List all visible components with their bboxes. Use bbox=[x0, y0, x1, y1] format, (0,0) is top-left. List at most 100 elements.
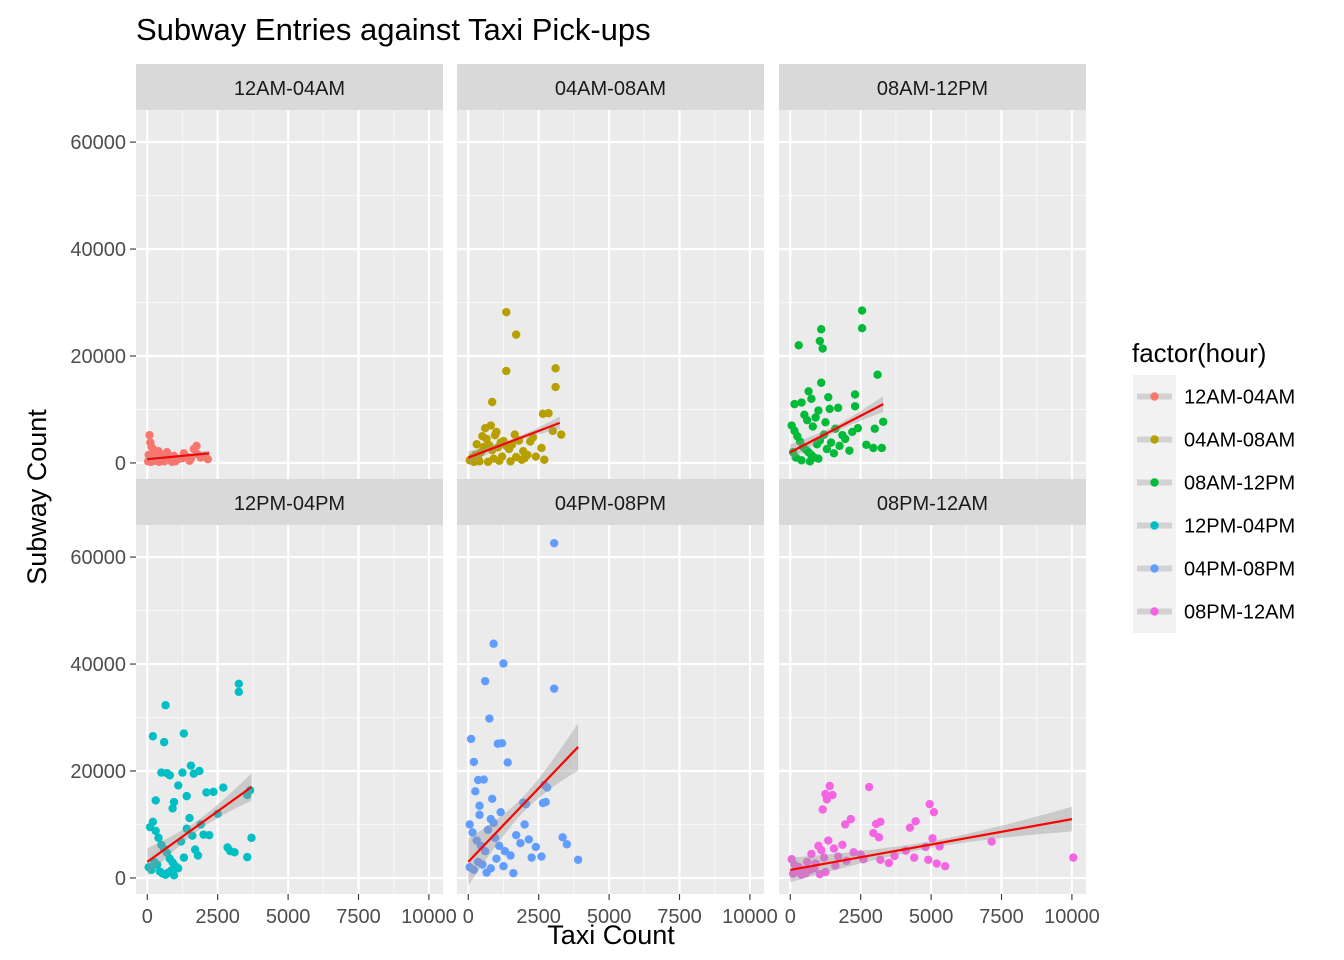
data-point bbox=[821, 418, 830, 427]
data-point bbox=[190, 845, 200, 854]
regression-line bbox=[467, 421, 561, 459]
data-point bbox=[925, 799, 934, 809]
data-point bbox=[506, 851, 515, 860]
data-point bbox=[829, 844, 839, 853]
data-point bbox=[573, 855, 583, 864]
data-point bbox=[179, 729, 189, 738]
legend-key-point bbox=[1150, 607, 1159, 616]
data-point bbox=[516, 838, 525, 848]
panel-background bbox=[779, 110, 1086, 479]
data-point bbox=[817, 325, 826, 334]
data-point bbox=[469, 865, 479, 875]
facet-strip-label: 08PM-12AM bbox=[877, 493, 988, 515]
legend-entry: 04PM-08PM bbox=[1133, 547, 1295, 590]
data-point bbox=[557, 430, 566, 439]
data-point bbox=[531, 842, 541, 852]
data-point bbox=[223, 843, 232, 852]
legend-entry: 12PM-04PM bbox=[1133, 504, 1295, 547]
data-point bbox=[486, 421, 495, 430]
data-point bbox=[169, 797, 179, 807]
data-point bbox=[870, 424, 879, 433]
data-point bbox=[794, 341, 803, 350]
legend-entry: 12AM-04AM bbox=[1133, 375, 1295, 418]
legend-label: 08PM-12AM bbox=[1184, 602, 1295, 624]
data-point bbox=[548, 426, 557, 436]
legend-key-point bbox=[1150, 564, 1159, 573]
data-point bbox=[814, 454, 823, 463]
y-tick-label: 0 bbox=[115, 453, 126, 475]
data-point bbox=[905, 823, 915, 832]
data-point bbox=[489, 639, 498, 648]
data-point bbox=[521, 799, 531, 809]
data-point bbox=[145, 430, 154, 440]
data-point bbox=[911, 817, 920, 826]
data-point bbox=[475, 801, 484, 810]
regression-line bbox=[467, 746, 579, 863]
data-point bbox=[869, 443, 878, 453]
data-point bbox=[818, 344, 827, 353]
facet-panel-3: 08AM-12PM bbox=[779, 64, 1086, 479]
data-point bbox=[814, 406, 823, 415]
x-tick-label: 7500 bbox=[979, 906, 1024, 928]
data-point bbox=[465, 820, 474, 829]
data-point bbox=[831, 861, 840, 870]
data-point bbox=[526, 437, 535, 446]
data-point bbox=[152, 860, 162, 869]
data-point bbox=[840, 820, 850, 829]
facet-strip bbox=[779, 479, 1086, 525]
x-tick-label: 5000 bbox=[909, 906, 954, 928]
data-point bbox=[833, 852, 843, 861]
data-point bbox=[499, 861, 508, 871]
data-point bbox=[877, 443, 887, 453]
x-tick-label: 10000 bbox=[401, 906, 457, 928]
data-point bbox=[551, 382, 560, 392]
legend-entry: 08PM-12AM bbox=[1133, 590, 1295, 633]
data-point bbox=[845, 446, 854, 455]
facet-strip-label: 04PM-08PM bbox=[555, 493, 666, 515]
data-point bbox=[850, 390, 860, 399]
facet-strip-label: 12AM-04AM bbox=[234, 78, 345, 100]
data-point bbox=[486, 864, 495, 873]
data-point bbox=[815, 336, 825, 346]
legend-label: 04PM-08PM bbox=[1184, 559, 1295, 581]
data-point bbox=[531, 452, 541, 461]
data-point bbox=[822, 795, 832, 804]
data-point bbox=[188, 831, 197, 840]
y-tick-label: 60000 bbox=[70, 132, 126, 154]
data-point bbox=[234, 687, 244, 697]
data-point bbox=[151, 826, 160, 836]
data-point bbox=[168, 804, 177, 813]
data-point bbox=[825, 781, 834, 791]
data-point bbox=[929, 807, 939, 817]
y-tick-label: 60000 bbox=[70, 547, 126, 569]
data-point bbox=[202, 788, 211, 797]
data-point bbox=[549, 684, 559, 693]
data-point bbox=[497, 452, 507, 461]
data-point bbox=[219, 783, 228, 792]
y-tick-label: 40000 bbox=[70, 239, 126, 261]
data-point bbox=[797, 456, 806, 465]
data-point bbox=[485, 714, 494, 723]
facet-panel-5: 04PM-08PM 0 2500 5000 7500 10000 bbox=[457, 479, 778, 928]
data-point bbox=[817, 378, 826, 387]
x-tick-label: 10000 bbox=[722, 906, 778, 928]
data-point bbox=[804, 387, 813, 396]
data-point bbox=[524, 835, 534, 844]
data-point bbox=[185, 456, 194, 466]
data-point bbox=[185, 813, 194, 823]
data-point bbox=[800, 410, 809, 420]
data-point bbox=[478, 432, 487, 441]
legend-key-point bbox=[1150, 392, 1159, 401]
chart-title: Subway Entries against Taxi Pick-ups bbox=[136, 12, 651, 47]
data-point bbox=[818, 805, 827, 814]
data-point bbox=[511, 830, 521, 840]
y-tick-label: 0 bbox=[115, 868, 126, 890]
panel-background bbox=[457, 110, 764, 479]
x-tick-label: 2500 bbox=[516, 906, 561, 928]
data-point bbox=[186, 761, 196, 770]
legend: factor(hour) 12AM-04AM 04AM-08AM 08AM-12PM… bbox=[1132, 338, 1295, 633]
data-point bbox=[478, 860, 487, 869]
data-point bbox=[471, 787, 480, 796]
data-point bbox=[562, 840, 572, 849]
data-point bbox=[549, 538, 559, 548]
